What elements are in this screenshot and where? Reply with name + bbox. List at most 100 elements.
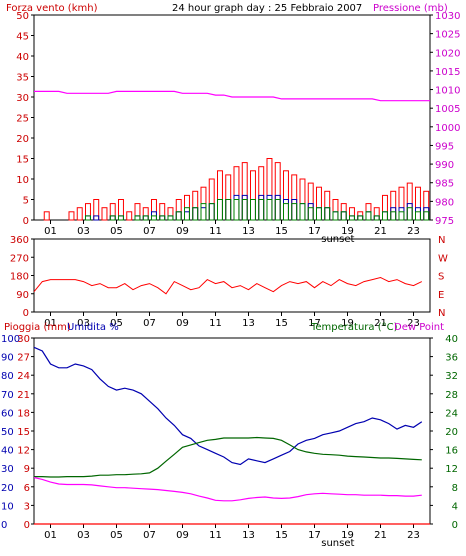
wind-bar — [208, 178, 215, 221]
sunset-marker: sunset — [321, 538, 354, 549]
wind-pressure-plot-frame — [33, 14, 431, 221]
wind-bar — [192, 190, 199, 221]
direction-axis-tick-label: 270 — [10, 253, 29, 264]
temperature-axis-tick-label: 0 — [452, 520, 458, 531]
chart-title: 24 hour graph day : 25 Febbraio 2007 — [172, 3, 362, 14]
rain-axis-label: Pioggia (mm) — [4, 322, 71, 333]
wind-bar — [357, 215, 364, 221]
wind-bar — [159, 215, 166, 221]
temperature-axis-tick-label: 24 — [445, 408, 458, 419]
wind-x-axis-tick-label: 09 — [176, 226, 189, 237]
wind-bar — [324, 207, 331, 221]
compass-letter: N — [438, 308, 445, 319]
wind-bar — [85, 215, 91, 221]
wind-x-axis-tick-label: 17 — [308, 226, 321, 237]
wind-bar — [76, 207, 83, 221]
direction-axis-tick-label: 360 — [10, 235, 29, 246]
humidity-axis-tick-label: 80 — [1, 371, 14, 382]
wind-bar — [324, 207, 331, 221]
wind-bar — [192, 207, 199, 221]
wind-bar — [291, 203, 298, 221]
wind-bar — [134, 203, 141, 221]
direction-x-axis-tick-label: 09 — [176, 318, 189, 329]
wind-bar — [283, 203, 289, 221]
humidity-axis-tick-label: 50 — [1, 427, 14, 438]
wind-direction-plot-frame — [33, 238, 431, 313]
wind-bar — [316, 186, 322, 221]
wind-axis-tick-label: 45 — [16, 32, 29, 43]
wind-bar — [398, 207, 405, 221]
wind-bar — [118, 215, 124, 221]
wind-bar — [382, 211, 388, 221]
compass-letter: E — [438, 290, 444, 301]
rain-axis-tick-label: 15 — [17, 427, 30, 438]
wind-bar — [258, 199, 265, 221]
wind-bar — [250, 170, 256, 221]
wind-bar — [208, 203, 215, 221]
wind-bar — [225, 199, 232, 221]
wind-bar — [423, 207, 430, 221]
pressure-axis-tick-label: 985 — [435, 179, 454, 190]
direction-x-axis-tick-label: 13 — [242, 318, 255, 329]
temperature-axis-tick-label: 4 — [452, 501, 458, 512]
wind-bar — [332, 211, 339, 221]
wind-bar — [167, 215, 174, 221]
wind-x-axis-tick-label: 23 — [407, 226, 420, 237]
direction-x-axis-tick-label: 07 — [143, 318, 156, 329]
humidity-axis-tick-label: 90 — [1, 353, 14, 364]
dew-point-axis-label: Dew Point — [394, 322, 444, 333]
wind-x-axis-tick-label: 15 — [275, 226, 288, 237]
direction-x-axis-tick-label: 17 — [308, 318, 321, 329]
direction-axis-tick-label: 0 — [23, 308, 29, 319]
temperature-axis-label: Temperatura (°C) — [310, 322, 398, 333]
wind-bar — [225, 199, 232, 221]
humidity-line — [33, 346, 423, 466]
climate-x-axis-tick-label: 05 — [110, 530, 123, 541]
climate-x-axis-tick-label: 13 — [242, 530, 255, 541]
rain-axis-tick-label: 24 — [17, 371, 30, 382]
wind-bar — [43, 211, 50, 221]
wind-bar — [85, 215, 91, 221]
wind-bar — [175, 199, 182, 221]
wind-bar — [316, 207, 322, 221]
humidity-axis-label: Umidita % — [67, 322, 119, 333]
wind-bar — [307, 203, 314, 221]
wind-bar — [109, 203, 116, 221]
wind-bar — [241, 199, 248, 221]
wind-bar — [184, 207, 190, 221]
wind-bar — [406, 207, 413, 221]
rain-axis-tick-label: 0 — [24, 520, 30, 531]
wind-bar — [200, 207, 207, 221]
direction-x-axis-tick-label: 21 — [374, 318, 387, 329]
direction-x-axis-tick-label: 23 — [407, 318, 420, 329]
wind-bar — [208, 203, 215, 221]
rain-axis-tick-label: 3 — [24, 501, 30, 512]
wind-bar — [299, 203, 306, 221]
climate-x-axis-tick-label: 01 — [44, 530, 57, 541]
wind-bar — [200, 203, 207, 221]
climate-x-axis-tick-label: 03 — [77, 530, 90, 541]
wind-bar — [382, 211, 388, 221]
wind-bar — [217, 199, 223, 221]
temperature-axis-tick-label: 12 — [445, 464, 458, 475]
wind-bar — [307, 182, 314, 221]
wind-bar — [291, 199, 298, 221]
wind-axis-tick-label: 35 — [16, 73, 29, 84]
wind-bar — [241, 162, 248, 221]
rain-axis-tick-label: 30 — [17, 334, 30, 345]
wind-bar — [373, 215, 380, 221]
humidity-axis-tick-label: 30 — [1, 464, 14, 475]
wind-bar — [159, 203, 166, 221]
direction-x-axis-tick-label: 19 — [341, 318, 354, 329]
rain-axis-tick-label: 27 — [17, 353, 30, 364]
wind-bar — [332, 211, 339, 221]
wind-bar — [406, 203, 413, 221]
wind-bar — [250, 199, 256, 221]
humidity-axis-tick-label: 70 — [1, 390, 14, 401]
compass-letter: N — [438, 235, 445, 246]
wind-bar — [283, 170, 289, 221]
rain-axis-tick-label: 12 — [17, 446, 30, 457]
wind-bar — [283, 199, 289, 221]
